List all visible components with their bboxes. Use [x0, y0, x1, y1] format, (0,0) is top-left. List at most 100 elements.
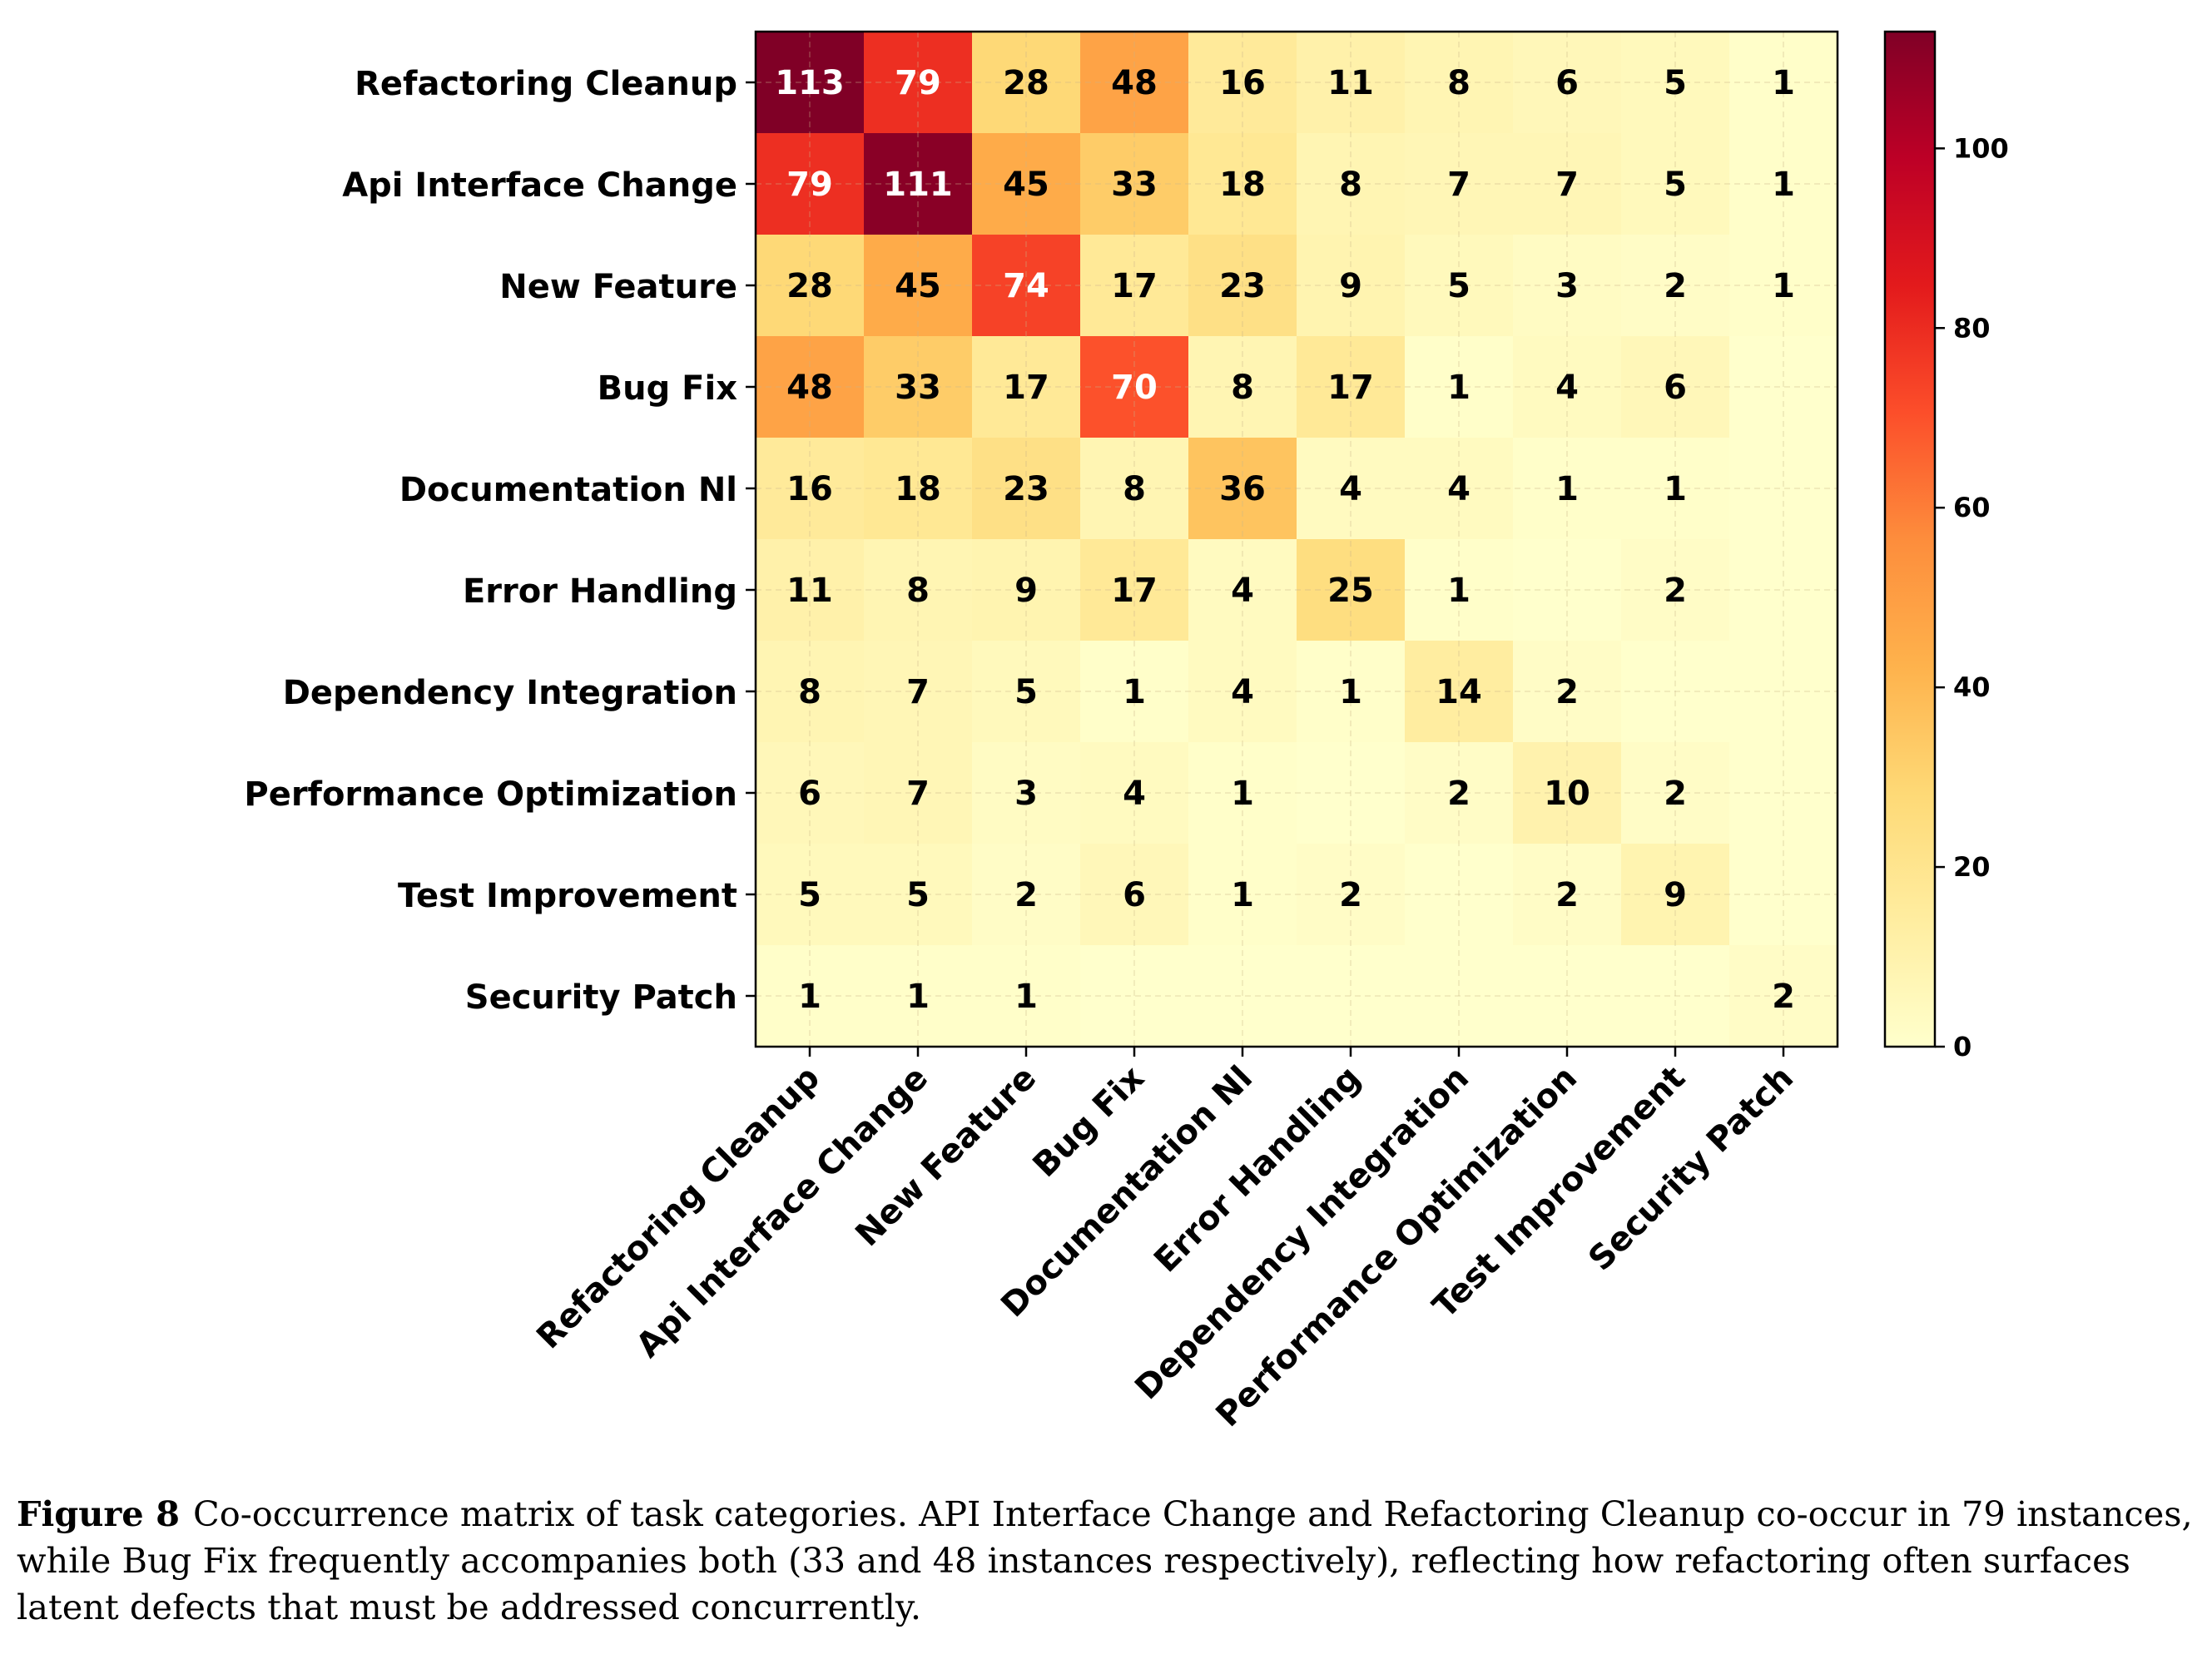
heatmap-cell [864, 438, 973, 540]
cell-value-label: 14 [1436, 673, 1482, 711]
cell-value-label: 18 [895, 470, 941, 508]
heatmap-cell [1297, 641, 1406, 743]
heatmap-cells [756, 32, 1838, 1047]
heatmap-cell [1297, 945, 1406, 1047]
cell-value-label: 16 [786, 470, 833, 508]
cell-value-label: 1 [1339, 673, 1362, 711]
cell-value-label: 16 [1219, 64, 1266, 102]
heatmap-cell [1188, 32, 1297, 134]
heatmap-cell [756, 641, 865, 743]
cell-value-label: 5 [1014, 673, 1038, 711]
cell-value-label: 1 [906, 978, 930, 1016]
cell-value-label: 5 [1664, 64, 1687, 102]
heatmap-cell [1297, 133, 1406, 235]
heatmap-cell [756, 438, 865, 540]
cell-value-label: 2 [1664, 775, 1687, 813]
heatmap-cell [1729, 641, 1838, 743]
heatmap-cell [1080, 133, 1189, 235]
cell-value-label: 1 [798, 978, 821, 1016]
y-tick-label: Bug Fix [598, 369, 738, 408]
heatmap-cell [1297, 742, 1406, 844]
cell-value-label: 2 [1664, 572, 1687, 610]
heatmap-cell [1188, 539, 1297, 641]
cell-value-label: 6 [1123, 876, 1146, 914]
heatmap-cell [972, 742, 1081, 844]
heatmap-cell [972, 539, 1081, 641]
heatmap-cell [756, 235, 865, 337]
heatmap-cell [864, 539, 973, 641]
heatmap-cell [1513, 742, 1622, 844]
cell-value-label: 1 [1231, 876, 1254, 914]
heatmap-cell [864, 133, 973, 235]
heatmap-cell [1513, 641, 1622, 743]
cell-value-label: 48 [1111, 64, 1158, 102]
cell-value-label: 6 [798, 775, 821, 813]
cell-value-label: 4 [1555, 369, 1579, 407]
cell-value-label: 2 [1664, 267, 1687, 305]
cell-value-label: 113 [775, 64, 845, 102]
cell-value-label: 2 [1555, 876, 1579, 914]
heatmap-cell [1729, 336, 1838, 438]
cell-value-label: 2 [1555, 673, 1579, 711]
y-tick-label: New Feature [499, 268, 737, 306]
heatmap-cell [1621, 235, 1730, 337]
cell-value-label: 9 [1014, 572, 1038, 610]
cell-value-label: 70 [1111, 369, 1158, 407]
cell-value-label: 5 [1664, 166, 1687, 204]
caption-text: Co-occurrence matrix of task categories.… [17, 1493, 2193, 1627]
cell-value-label: 33 [1111, 166, 1158, 204]
heatmap-cell [756, 336, 865, 438]
heatmap-cell [1729, 539, 1838, 641]
heatmap-cell [864, 336, 973, 438]
heatmap-cell [864, 945, 973, 1047]
cell-value-label: 23 [1003, 470, 1049, 508]
heatmap-cell [1188, 235, 1297, 337]
heatmap-cell [864, 32, 973, 134]
heatmap-cell [1405, 438, 1514, 540]
heatmap-cell [1405, 539, 1514, 641]
heatmap-cell [1188, 641, 1297, 743]
cell-value-label: 6 [1555, 64, 1579, 102]
heatmap-cell [1513, 539, 1622, 641]
heatmap-cell [1405, 336, 1514, 438]
cell-value-label: 7 [906, 673, 930, 711]
cell-value-label: 7 [906, 775, 930, 813]
colorbar-tick-label: 60 [1953, 492, 1991, 523]
heatmap-cell [1621, 844, 1730, 946]
heatmap-cell [972, 438, 1081, 540]
heatmap-cell [1405, 742, 1514, 844]
heatmap-cell [1405, 133, 1514, 235]
cell-value-label: 7 [1555, 166, 1579, 204]
cell-value-label: 1 [1772, 64, 1795, 102]
heatmap-cell [1729, 438, 1838, 540]
cell-value-label: 3 [1555, 267, 1579, 305]
colorbar: 0 20 40 60 80 100 [1883, 30, 2009, 1062]
y-tick-label: Security Patch [465, 978, 737, 1017]
heatmap-cell [756, 945, 865, 1047]
heatmap-cell [1729, 945, 1838, 1047]
cell-value-label: 7 [1447, 166, 1471, 204]
colorbar-tick-label: 80 [1953, 312, 1991, 344]
heatmap-cell [1621, 742, 1730, 844]
cell-value-label: 1 [1664, 470, 1687, 508]
cell-value-label: 1 [1447, 572, 1471, 610]
heatmap-cell [1188, 336, 1297, 438]
heatmap-cell [1080, 641, 1189, 743]
cell-value-label: 1 [1231, 775, 1254, 813]
cell-value-label: 8 [1447, 64, 1471, 102]
cell-value-label: 28 [1003, 64, 1049, 102]
heatmap-cell [1513, 336, 1622, 438]
heatmap-cell [1621, 945, 1730, 1047]
heatmap-gridlines [756, 32, 1838, 1047]
heatmap-cell [1621, 438, 1730, 540]
colorbar-tick-label: 100 [1953, 132, 2009, 164]
heatmap-cell [1405, 641, 1514, 743]
cell-value-label: 11 [786, 572, 833, 610]
heatmap-cell [1729, 235, 1838, 337]
heatmap-cell [1080, 235, 1189, 337]
heatmap-cell [972, 945, 1081, 1047]
heatmap-cell [972, 32, 1081, 134]
colorbar-tick-label: 40 [1953, 671, 1991, 703]
heatmap-cell [1513, 32, 1622, 134]
cell-value-label: 6 [1664, 369, 1687, 407]
